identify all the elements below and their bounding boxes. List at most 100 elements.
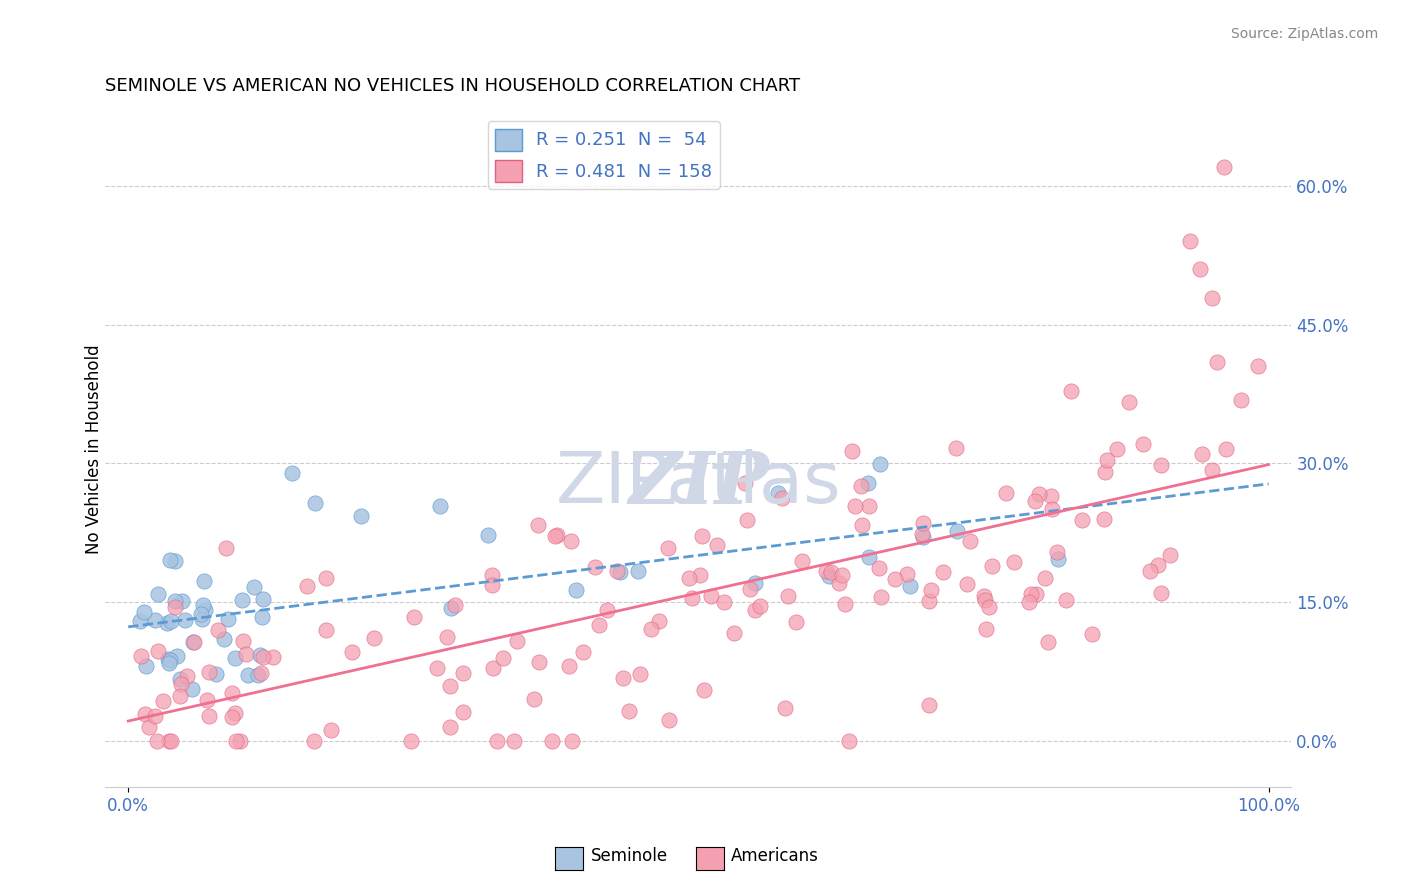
Point bbox=[174, 614, 197, 628]
Point bbox=[152, 694, 174, 708]
Text: Source: ZipAtlas.com: Source: ZipAtlas.com bbox=[1230, 27, 1378, 41]
Point bbox=[1132, 437, 1154, 451]
Point bbox=[1230, 392, 1253, 407]
Point bbox=[236, 668, 259, 682]
Point bbox=[1060, 384, 1083, 399]
Point bbox=[820, 565, 842, 579]
Point bbox=[440, 601, 463, 615]
Point bbox=[191, 599, 214, 613]
Point bbox=[918, 698, 941, 713]
Point bbox=[159, 656, 181, 670]
Point bbox=[242, 580, 264, 594]
Point bbox=[159, 733, 181, 747]
Point bbox=[436, 630, 458, 644]
Point bbox=[129, 615, 152, 629]
Point bbox=[207, 623, 229, 637]
Point bbox=[1025, 587, 1047, 601]
Point bbox=[439, 679, 461, 693]
Point bbox=[482, 661, 505, 675]
Point bbox=[557, 659, 579, 673]
Point bbox=[246, 668, 269, 682]
Point bbox=[766, 485, 789, 500]
Point bbox=[193, 574, 215, 589]
Point bbox=[350, 508, 373, 523]
Point bbox=[159, 653, 181, 667]
Point bbox=[1150, 586, 1173, 600]
Point bbox=[834, 597, 856, 611]
Point bbox=[849, 479, 872, 493]
Point bbox=[319, 723, 342, 737]
Point bbox=[157, 651, 180, 665]
Point bbox=[560, 533, 582, 548]
Point bbox=[198, 665, 221, 680]
Point bbox=[502, 733, 524, 747]
Point bbox=[678, 571, 700, 585]
Point bbox=[156, 615, 179, 630]
Point bbox=[170, 677, 193, 691]
Point bbox=[1033, 572, 1056, 586]
Point bbox=[974, 622, 997, 636]
Point bbox=[856, 475, 879, 490]
Point bbox=[163, 599, 186, 614]
Point bbox=[973, 590, 995, 604]
Point bbox=[252, 650, 274, 665]
Point bbox=[700, 589, 723, 603]
Point bbox=[485, 733, 508, 747]
Point bbox=[565, 582, 588, 597]
Point bbox=[995, 485, 1018, 500]
Point bbox=[981, 558, 1004, 573]
Point bbox=[657, 541, 679, 555]
Point bbox=[1046, 551, 1069, 566]
Point bbox=[304, 496, 326, 510]
Point bbox=[439, 720, 461, 734]
Point bbox=[858, 499, 880, 513]
Point bbox=[870, 590, 893, 604]
Point bbox=[1019, 587, 1042, 601]
Point bbox=[546, 528, 568, 542]
Point bbox=[249, 665, 271, 680]
Point bbox=[544, 529, 567, 543]
Point bbox=[252, 592, 274, 607]
Point bbox=[148, 644, 170, 658]
Point bbox=[451, 705, 474, 719]
Point bbox=[163, 593, 186, 607]
Point bbox=[690, 529, 713, 543]
Point bbox=[612, 671, 634, 685]
Point bbox=[841, 444, 863, 458]
Point bbox=[884, 572, 907, 586]
Point bbox=[160, 614, 183, 628]
Point bbox=[571, 644, 593, 658]
Point bbox=[1201, 291, 1223, 305]
Point bbox=[911, 516, 934, 530]
Point bbox=[790, 554, 813, 568]
Point bbox=[183, 635, 205, 649]
Point bbox=[229, 733, 252, 747]
Point bbox=[523, 691, 546, 706]
Point bbox=[169, 690, 191, 704]
Point bbox=[945, 441, 967, 455]
Point bbox=[977, 600, 1000, 615]
Point bbox=[444, 598, 467, 612]
Point bbox=[734, 475, 756, 490]
Point bbox=[617, 704, 640, 718]
Point bbox=[214, 541, 236, 556]
Point bbox=[713, 595, 735, 609]
Point bbox=[249, 648, 271, 662]
Y-axis label: No Vehicles in Household: No Vehicles in Household bbox=[86, 344, 103, 554]
Point bbox=[1092, 512, 1115, 526]
Point bbox=[541, 733, 564, 747]
Point bbox=[1105, 442, 1128, 456]
Point bbox=[851, 517, 873, 532]
Point bbox=[212, 632, 235, 646]
Point bbox=[1094, 466, 1116, 480]
Point bbox=[1002, 555, 1025, 569]
Point bbox=[693, 682, 716, 697]
Point bbox=[135, 658, 157, 673]
Point bbox=[918, 594, 941, 608]
Point bbox=[1070, 512, 1092, 526]
Text: ZIPatlas: ZIPatlas bbox=[555, 449, 841, 517]
Point bbox=[340, 645, 363, 659]
Point bbox=[1080, 627, 1102, 641]
Point bbox=[1028, 487, 1050, 501]
Point bbox=[946, 524, 969, 539]
